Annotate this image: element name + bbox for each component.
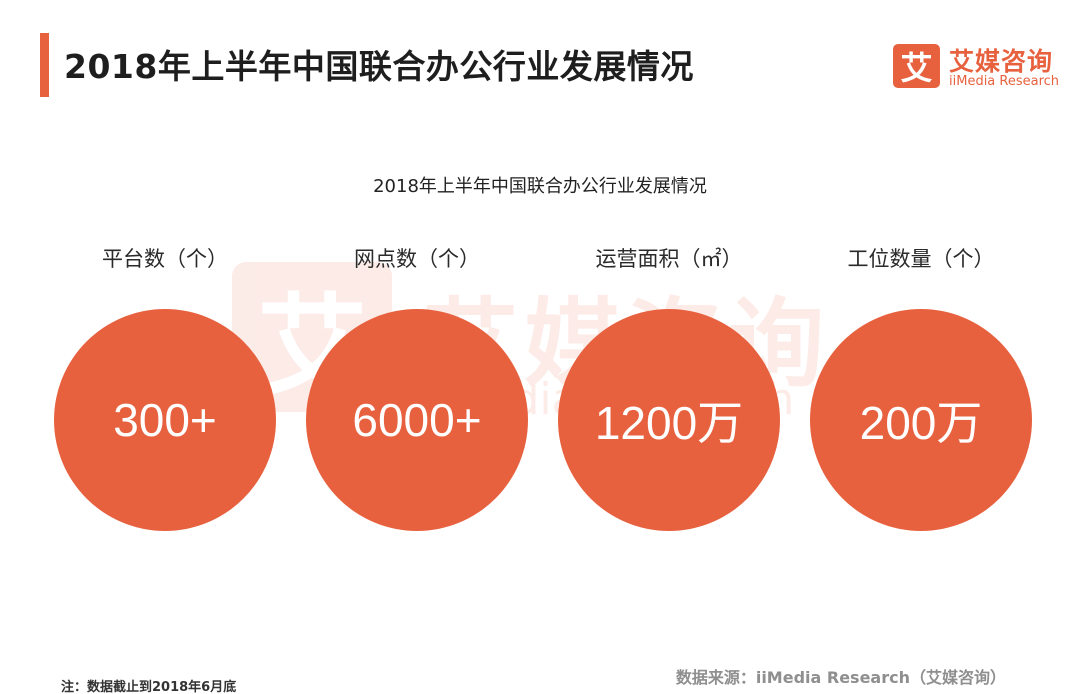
stat-label-area: 运营面积（㎡） (595, 247, 743, 271)
chart-subtitle: 2018年上半年中国联合办公行业发展情况 (373, 176, 707, 197)
stat-value-area: 1200万 (594, 397, 744, 449)
page-title: 2018年上半年中国联合办公行业发展情况 (64, 47, 694, 86)
stat-label-workstations: 工位数量（个） (847, 247, 995, 271)
stat-circle-area: 1200万 (558, 309, 780, 531)
stat-circle-workstations: 200万 (810, 309, 1032, 531)
stat-value-platforms: 300+ (113, 394, 217, 446)
stat-value-workstations: 200万 (859, 397, 983, 449)
footnote: 注：数据截止到2018年6月底 (61, 680, 237, 694)
stat-circle-platforms: 300+ (54, 309, 276, 531)
stat-label-outlets: 网点数（个） (354, 247, 480, 271)
stat-value-outlets: 6000+ (352, 394, 482, 446)
iimedia-logo: 艾 艾媒咨询 iiMedia Research (893, 44, 1068, 92)
data-source: 数据来源：iiMedia Research（艾媒咨询） (675, 668, 1006, 687)
stat-circle-outlets: 6000+ (306, 309, 528, 531)
logo-name-cn: 艾媒咨询 (949, 47, 1054, 76)
title-accent-bar (40, 33, 49, 97)
logo-mark-icon: 艾 (893, 44, 940, 88)
logo-name-en: iiMedia Research (949, 74, 1060, 89)
stat-label-platforms: 平台数（个） (102, 247, 228, 271)
